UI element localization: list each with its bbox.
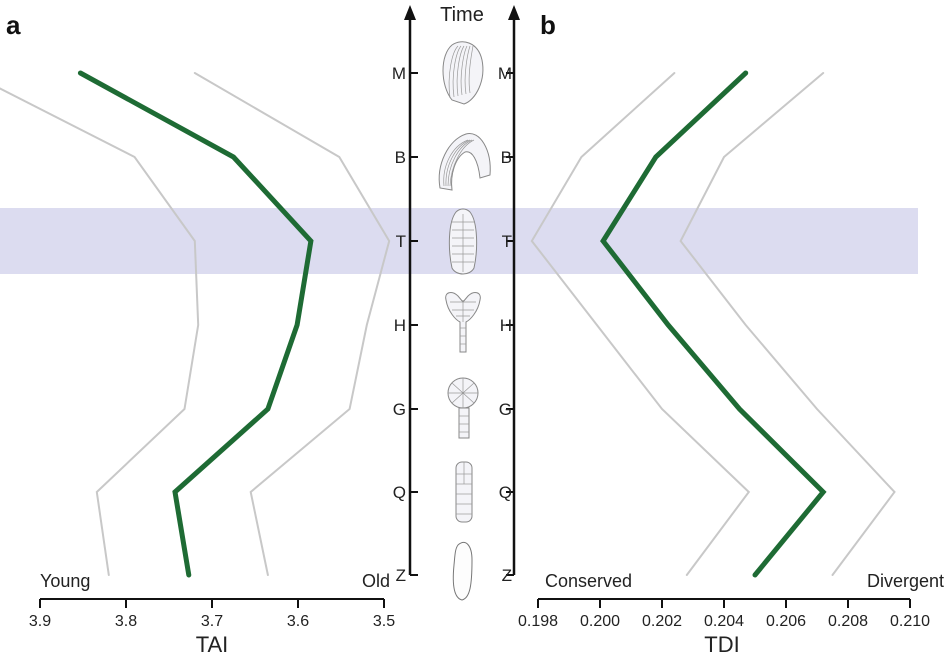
series-line-main (600, 70, 827, 578)
stage-label-left: Z (396, 566, 406, 585)
x-tick-label: 0.206 (766, 613, 806, 630)
left-end-label: Young (40, 571, 90, 591)
x-tick-label: 3.8 (115, 613, 137, 630)
time-axis-arrow (404, 5, 416, 20)
stage-label-left: Q (393, 483, 406, 502)
x-tick-label: 0.200 (580, 613, 620, 630)
embryo-detail (445, 139, 471, 187)
x-tick-label: 0.208 (828, 613, 868, 630)
x-tick-label: 3.6 (287, 613, 309, 630)
embryo-heart-icon (445, 292, 481, 353)
embryo-detail (456, 45, 465, 97)
stage-label-left: B (395, 148, 406, 167)
embryo-mature-icon (442, 41, 484, 105)
series-line-ci (0, 87, 200, 576)
embryo-bent-cotyledon-icon (438, 133, 491, 191)
embryo-illustrations (438, 41, 491, 601)
embryo-detail (448, 378, 478, 408)
x-axis-title: TAI (196, 632, 229, 657)
x-tick-label: 0.210 (890, 613, 930, 630)
stage-label-left: G (393, 400, 406, 419)
embryo-detail (447, 139, 473, 187)
panel-a: a 3.9 3.8 3.7 3.6 3.5 TAI Young Old (0, 10, 395, 657)
stage-label-left: M (392, 64, 406, 83)
embryo-detail (468, 45, 474, 94)
series-line-main (77, 70, 314, 578)
stage-label-right: Q (499, 483, 512, 502)
x-tick-label: 0.204 (704, 613, 744, 630)
stage-label-right: T (502, 232, 512, 251)
embryo-detail (452, 45, 462, 98)
series-line-ci (530, 72, 751, 576)
embryo-detail (448, 45, 459, 99)
right-end-label: Divergent (867, 571, 944, 591)
x-tick-label: 3.9 (29, 613, 51, 630)
stage-label-right: B (501, 148, 512, 167)
embryo-detail (443, 139, 469, 187)
left-end-label: Conserved (545, 571, 632, 591)
time-axis: Time Z Z Q Q G G H H T T B B M M (392, 4, 520, 585)
embryo-detail (460, 45, 468, 96)
series-line-ci (679, 72, 896, 576)
x-tick-label: 3.7 (201, 613, 223, 630)
embryo-detail (449, 139, 475, 187)
panel-b: b 0.198 0.200 0.202 0.204 0.206 0.208 0.210 TDI C… (518, 10, 944, 657)
x-tick-label: 0.202 (642, 613, 682, 630)
embryo-zygote-icon (452, 541, 473, 601)
embryo-suspensor (458, 407, 470, 439)
x-axis-title: TDI (704, 632, 739, 657)
stage-label-left: T (396, 232, 406, 251)
series-line-ci (193, 72, 391, 576)
stage-label-right: G (499, 400, 512, 419)
stage-label-right: H (500, 316, 512, 335)
stage-label-right: Z (502, 566, 512, 585)
embryo-detail (450, 300, 476, 322)
panel-letter: a (6, 10, 21, 40)
stage-label-right: M (498, 64, 512, 83)
x-tick-label: 0.198 (518, 613, 558, 630)
x-tick-label: 3.5 (373, 613, 395, 630)
time-axis-arrow (508, 5, 520, 20)
time-axis-title: Time (440, 4, 484, 26)
right-end-label: Old (362, 571, 390, 591)
embryo-detail (464, 45, 471, 95)
panel-letter: b (540, 10, 556, 40)
stage-label-left: H (394, 316, 406, 335)
